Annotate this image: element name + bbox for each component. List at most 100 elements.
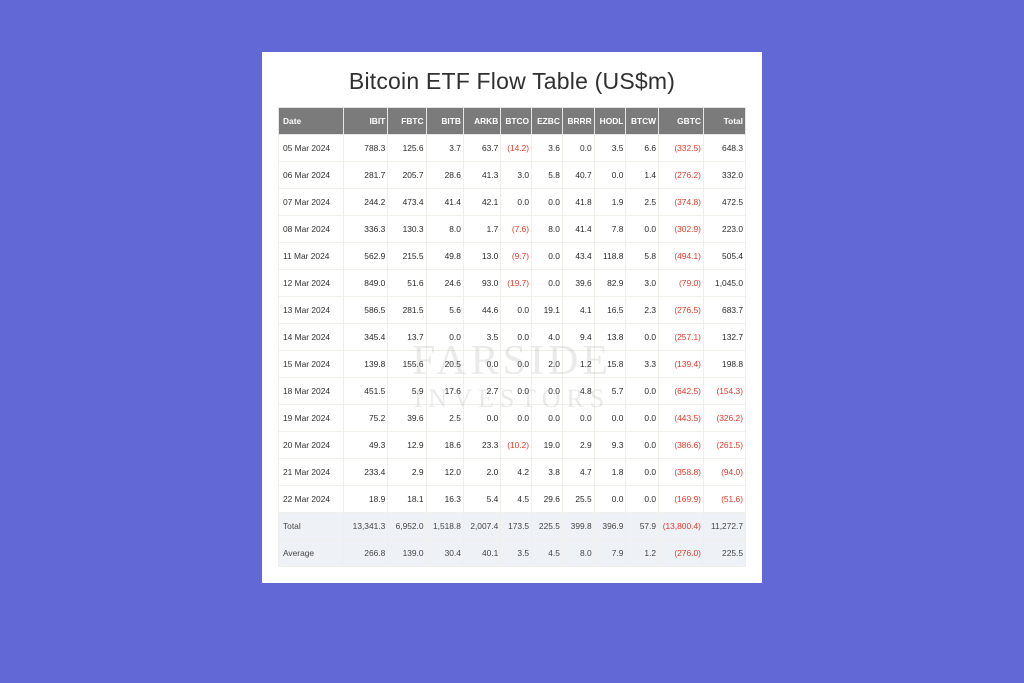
value-cell: 586.5 [344,297,388,324]
date-cell: 07 Mar 2024 [279,189,344,216]
value-cell: 4.7 [562,459,594,486]
value-cell: (642.5) [659,378,704,405]
value-cell: 28.6 [426,162,463,189]
value-cell: 0.0 [626,459,659,486]
value-cell: 4.0 [532,324,563,351]
value-cell: (261.5) [703,432,745,459]
value-cell: 3.0 [626,270,659,297]
value-cell: 6.6 [626,135,659,162]
value-cell: 5.9 [388,378,426,405]
summary-row: Average266.8139.030.440.13.54.58.07.91.2… [279,540,746,567]
value-cell: 44.6 [463,297,500,324]
value-cell: 3.6 [532,135,563,162]
value-cell: 118.8 [594,243,626,270]
value-cell: 5.7 [594,378,626,405]
date-cell: 22 Mar 2024 [279,486,344,513]
value-cell: (257.1) [659,324,704,351]
value-cell: 43.4 [562,243,594,270]
value-cell: (51.6) [703,486,745,513]
table-row: 22 Mar 202418.918.116.35.44.529.625.50.0… [279,486,746,513]
value-cell: 215.5 [388,243,426,270]
table-row: 21 Mar 2024233.42.912.02.04.23.84.71.80.… [279,459,746,486]
value-cell: 139.8 [344,351,388,378]
value-cell: (94.0) [703,459,745,486]
value-cell: 155.6 [388,351,426,378]
table-row: 11 Mar 2024562.9215.549.813.0(9.7)0.043.… [279,243,746,270]
value-cell: 75.2 [344,405,388,432]
value-cell: 1.2 [562,351,594,378]
value-cell: 0.0 [501,351,532,378]
value-cell: 0.0 [463,351,500,378]
value-cell: 1,045.0 [703,270,745,297]
value-cell: (79.0) [659,270,704,297]
value-cell: 0.0 [594,405,626,432]
value-cell: (494.1) [659,243,704,270]
value-cell: 39.6 [562,270,594,297]
date-cell: 11 Mar 2024 [279,243,344,270]
value-cell: 49.8 [426,243,463,270]
date-cell: 21 Mar 2024 [279,459,344,486]
value-cell: 19.0 [532,432,563,459]
value-cell: 40.7 [562,162,594,189]
col-arkb: ARKB [463,108,500,135]
value-cell: 20.5 [426,351,463,378]
value-cell: 2.7 [463,378,500,405]
value-cell: 562.9 [344,243,388,270]
value-cell: 2.3 [626,297,659,324]
value-cell: (332.5) [659,135,704,162]
col-bitb: BITB [426,108,463,135]
value-cell: 132.7 [703,324,745,351]
value-cell: 130.3 [388,216,426,243]
value-cell: 30.4 [426,540,463,567]
value-cell: 15.8 [594,351,626,378]
value-cell: 1.4 [626,162,659,189]
table-row: 19 Mar 202475.239.62.50.00.00.00.00.00.0… [279,405,746,432]
value-cell: (302.9) [659,216,704,243]
header-row: DateIBITFBTCBITBARKBBTCOEZBCBRRRHODLBTCW… [279,108,746,135]
table-row: 20 Mar 202449.312.918.623.3(10.2)19.02.9… [279,432,746,459]
value-cell: 5.4 [463,486,500,513]
value-cell: (14.2) [501,135,532,162]
value-cell: 2.5 [426,405,463,432]
value-cell: 4.8 [562,378,594,405]
value-cell: 3.5 [594,135,626,162]
date-cell: 12 Mar 2024 [279,270,344,297]
date-cell: Total [279,513,344,540]
value-cell: 41.4 [562,216,594,243]
value-cell: 29.6 [532,486,563,513]
value-cell: 0.0 [594,486,626,513]
value-cell: 16.3 [426,486,463,513]
value-cell: 233.4 [344,459,388,486]
value-cell: 173.5 [501,513,532,540]
value-cell: 18.9 [344,486,388,513]
value-cell: 18.1 [388,486,426,513]
value-cell: 399.8 [562,513,594,540]
value-cell: 23.3 [463,432,500,459]
value-cell: 473.4 [388,189,426,216]
col-fbtc: FBTC [388,108,426,135]
value-cell: 5.6 [426,297,463,324]
table-head: DateIBITFBTCBITBARKBBTCOEZBCBRRRHODLBTCW… [279,108,746,135]
value-cell: 0.0 [626,405,659,432]
value-cell: 1,518.8 [426,513,463,540]
value-cell: 0.0 [501,405,532,432]
value-cell: (276.5) [659,297,704,324]
value-cell: 17.6 [426,378,463,405]
value-cell: 24.6 [426,270,463,297]
col-gbtc: GBTC [659,108,704,135]
table-row: 15 Mar 2024139.8155.620.50.00.02.01.215.… [279,351,746,378]
value-cell: (326.2) [703,405,745,432]
date-cell: 14 Mar 2024 [279,324,344,351]
value-cell: 11,272.7 [703,513,745,540]
value-cell: (443.5) [659,405,704,432]
page-title: Bitcoin ETF Flow Table (US$m) [278,68,746,95]
value-cell: 0.0 [501,189,532,216]
table-row: 05 Mar 2024788.3125.63.763.7(14.2)3.60.0… [279,135,746,162]
col-hodl: HODL [594,108,626,135]
table-row: 08 Mar 2024336.3130.38.01.7(7.6)8.041.47… [279,216,746,243]
value-cell: 0.0 [532,189,563,216]
value-cell: 788.3 [344,135,388,162]
value-cell: 345.4 [344,324,388,351]
value-cell: 9.3 [594,432,626,459]
value-cell: 0.0 [501,324,532,351]
